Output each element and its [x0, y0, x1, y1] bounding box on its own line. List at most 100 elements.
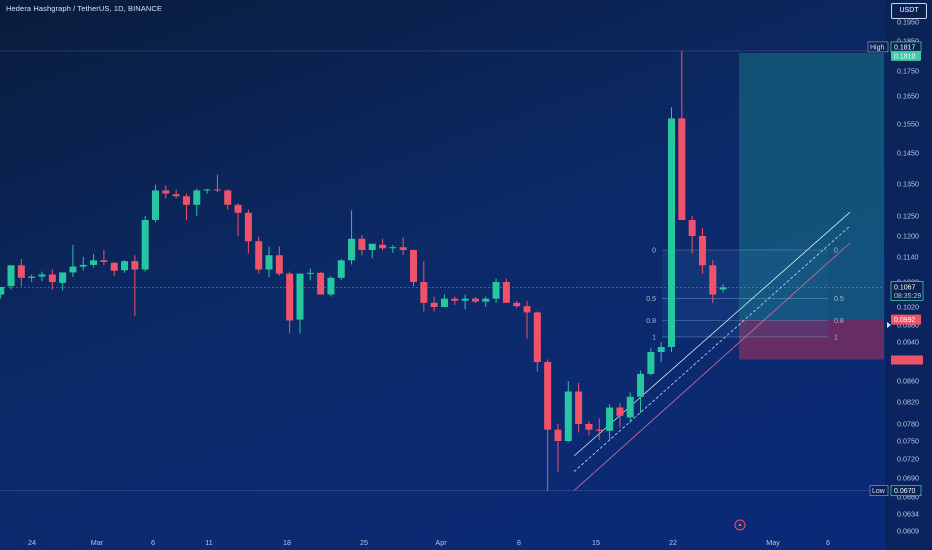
- candle: [461, 294, 469, 310]
- countdown: 08:35:29: [894, 293, 921, 300]
- candle: [182, 193, 190, 220]
- candle: [348, 210, 356, 265]
- candle: [327, 276, 335, 297]
- candle-body: [172, 194, 180, 197]
- candle-body: [7, 265, 15, 287]
- y-tick-label: 0.1250: [897, 212, 919, 221]
- y-tick-label: 0.1750: [897, 67, 919, 76]
- x-tick-label: 18: [283, 538, 291, 547]
- y-tick-label: 0.0690: [897, 474, 919, 483]
- high-value-tag: 0.1817: [891, 41, 921, 52]
- candle-body: [420, 282, 428, 303]
- candle: [616, 403, 624, 428]
- candle: [265, 246, 273, 277]
- candle-body: [213, 189, 221, 191]
- candle-body: [492, 282, 500, 299]
- fib-zone: [662, 250, 828, 337]
- target-value-tag-text: 0.1810: [894, 53, 916, 60]
- high-caption: High: [870, 44, 885, 51]
- candle: [17, 259, 25, 287]
- target-zone: [739, 53, 884, 320]
- candle-body: [368, 243, 376, 250]
- y-tick-label: 0.0660: [897, 493, 919, 502]
- currency-button[interactable]: USDT: [891, 3, 927, 19]
- candle: [255, 236, 263, 274]
- low-caption: Low: [872, 488, 886, 495]
- low-value-tag-text: 0.0670: [894, 488, 916, 495]
- candle-body: [306, 272, 314, 274]
- candle-body: [348, 238, 356, 261]
- candle-body: [698, 236, 706, 266]
- candle-body: [152, 190, 159, 220]
- candle: [595, 418, 603, 440]
- candle: [554, 424, 562, 472]
- candle-body: [637, 373, 645, 397]
- fib-label: 1: [652, 334, 656, 341]
- candle-body: [17, 265, 25, 278]
- candle-body: [575, 391, 583, 424]
- candle: [626, 392, 634, 423]
- candle-body: [461, 298, 469, 301]
- x-tick-label: 24: [28, 538, 36, 547]
- x-tick-label: 22: [669, 538, 677, 547]
- candle-body: [0, 287, 5, 295]
- candle: [90, 254, 98, 268]
- high-value-tag-bg: [891, 41, 921, 52]
- candle-body: [69, 266, 77, 273]
- stop-value-tag: 0.0992: [891, 314, 921, 325]
- low-value-tag-bg: [891, 485, 921, 496]
- candle: [224, 189, 232, 210]
- candle: [719, 284, 727, 293]
- y-tick-label: 0.1140: [897, 253, 918, 262]
- candle-body: [141, 220, 149, 270]
- candle: [69, 244, 77, 277]
- candle: [564, 381, 572, 443]
- candle-body: [90, 260, 98, 265]
- candle-body: [544, 362, 552, 430]
- candle: [100, 250, 108, 266]
- y-tick-label: 0.1950: [897, 18, 919, 27]
- candle-body: [502, 282, 510, 303]
- x-tick-label: Apr: [435, 538, 447, 547]
- fib-label: 0.8: [646, 318, 656, 325]
- stop-value-tag-bg: [891, 314, 921, 325]
- candle-body: [657, 347, 665, 352]
- candle-body: [647, 352, 655, 374]
- candle: [513, 300, 521, 308]
- y-tick-label: 0.0820: [897, 398, 919, 407]
- y-tick-label: 0.0750: [897, 437, 919, 446]
- candle: [141, 216, 149, 272]
- candle: [440, 294, 448, 307]
- candle-body: [523, 306, 531, 313]
- candle: [657, 342, 665, 362]
- candle: [637, 370, 645, 413]
- y-tick-label: 0.0634: [897, 510, 919, 519]
- candle: [131, 255, 139, 316]
- candle-body: [244, 212, 252, 242]
- high-caption-bg: [867, 41, 889, 53]
- candle-body: [28, 276, 36, 278]
- candle-body: [379, 244, 387, 249]
- candle-body: [193, 190, 201, 205]
- x-tick-label: 11: [205, 538, 212, 547]
- candle-body: [389, 247, 397, 249]
- candle-body: [678, 118, 686, 220]
- candle: [48, 269, 56, 290]
- candle-body: [564, 391, 572, 441]
- candle: [523, 300, 531, 339]
- x-tick-label: 8: [517, 538, 521, 547]
- candle: [172, 189, 180, 199]
- candle-body: [616, 407, 624, 416]
- candle-body: [719, 287, 727, 290]
- candle-body: [410, 250, 417, 282]
- target-value-tag: 0.1810: [891, 50, 921, 61]
- candle: [451, 296, 459, 305]
- candle-body: [275, 255, 283, 274]
- candle-body: [513, 302, 521, 307]
- candle-body: [265, 255, 273, 270]
- candle-body: [162, 190, 170, 194]
- candle: [389, 245, 397, 253]
- candle-body: [430, 302, 438, 307]
- candle: [121, 260, 129, 273]
